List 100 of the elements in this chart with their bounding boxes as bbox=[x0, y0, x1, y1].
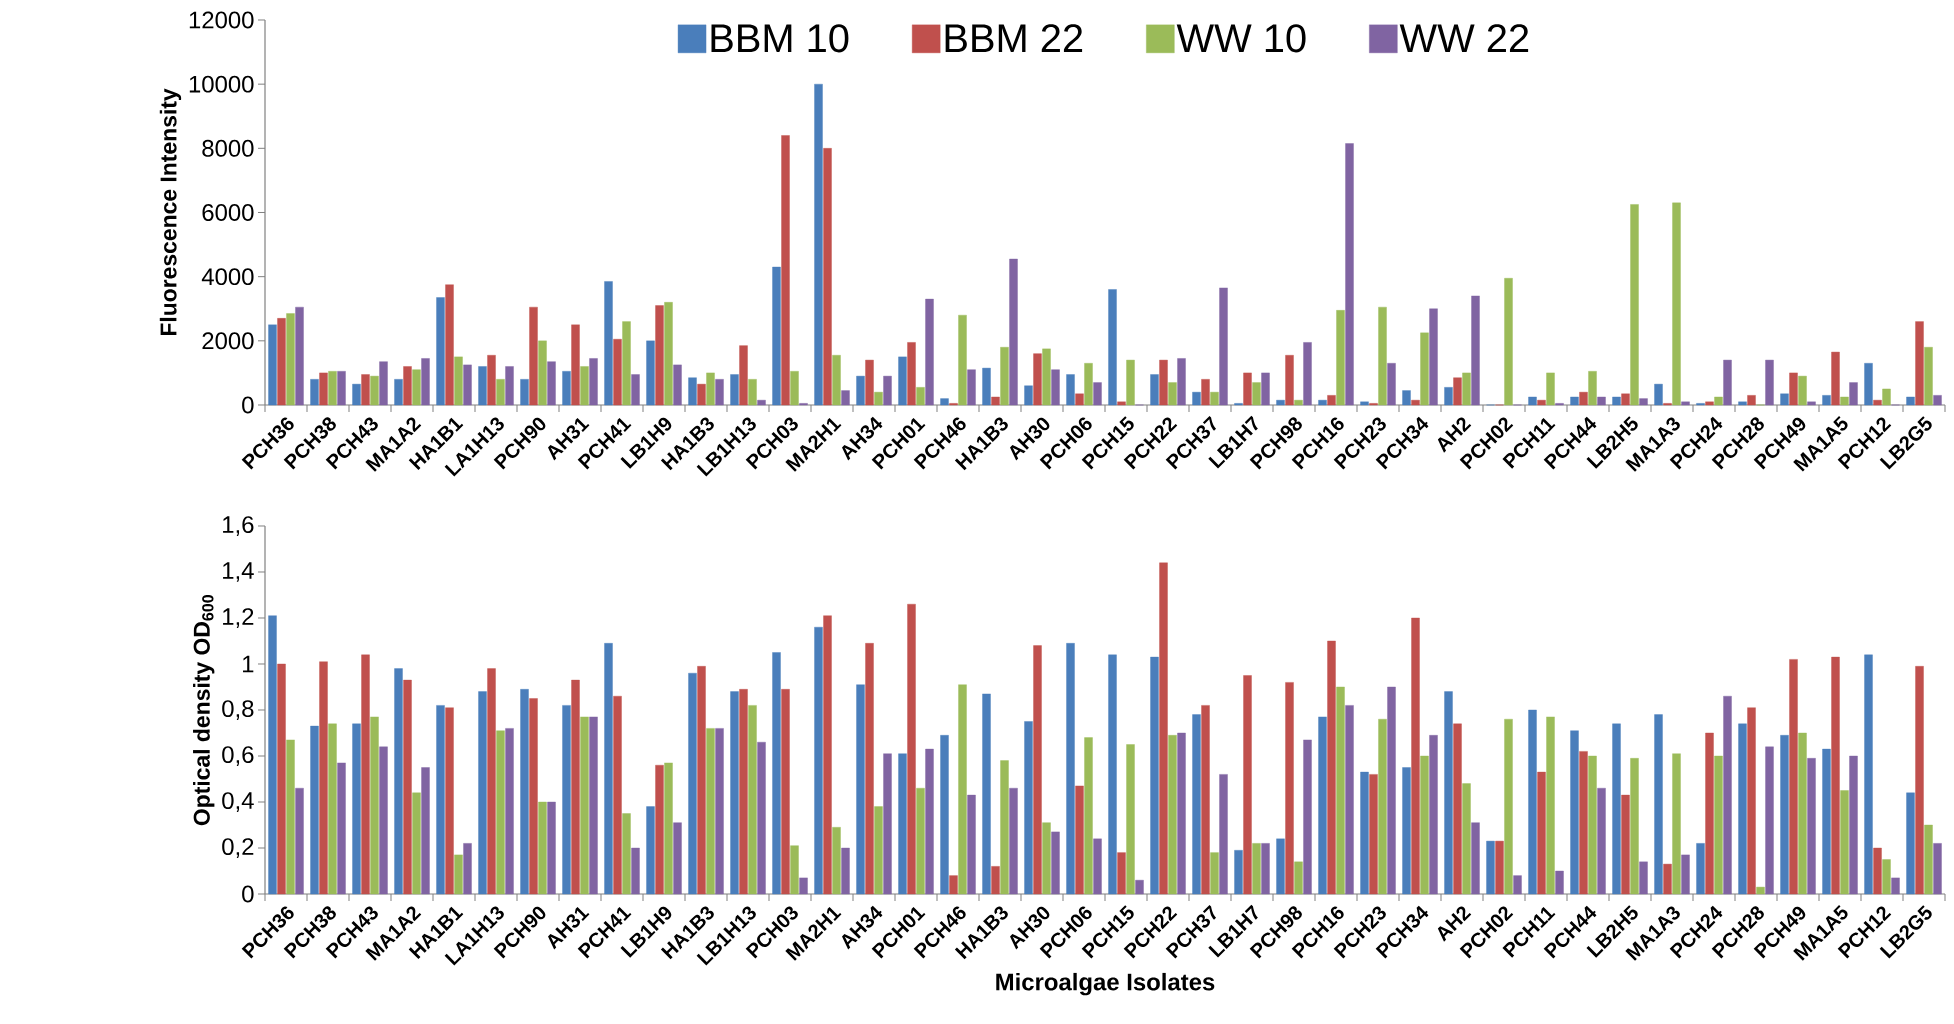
bar bbox=[646, 806, 655, 895]
bar bbox=[1294, 861, 1303, 895]
bar bbox=[739, 689, 748, 895]
bar bbox=[1546, 372, 1555, 406]
bar bbox=[1747, 707, 1756, 895]
bar bbox=[1882, 859, 1891, 895]
bar bbox=[319, 661, 328, 895]
bar bbox=[991, 396, 1000, 406]
bar bbox=[1051, 369, 1060, 406]
bar bbox=[940, 735, 949, 895]
bar bbox=[1051, 831, 1060, 895]
bar bbox=[790, 371, 799, 406]
bar bbox=[1612, 723, 1621, 895]
bar bbox=[1714, 755, 1723, 895]
bar bbox=[1009, 258, 1018, 406]
bar bbox=[1075, 785, 1084, 895]
bar bbox=[1579, 391, 1588, 406]
bar bbox=[403, 679, 412, 895]
bar bbox=[781, 135, 790, 406]
bar bbox=[730, 691, 739, 895]
bar bbox=[1285, 682, 1294, 895]
bar bbox=[1201, 705, 1210, 895]
bar bbox=[478, 691, 487, 895]
bar bbox=[1738, 723, 1747, 895]
bar bbox=[1906, 396, 1915, 406]
bar bbox=[748, 705, 757, 895]
bar bbox=[1276, 399, 1285, 406]
bar bbox=[1150, 656, 1159, 895]
bar bbox=[1528, 709, 1537, 895]
bar bbox=[1360, 771, 1369, 895]
bar bbox=[883, 375, 892, 406]
y-tick-label: 0,6 bbox=[222, 746, 254, 766]
bar bbox=[1150, 374, 1159, 406]
bar bbox=[991, 866, 1000, 895]
bar bbox=[1672, 753, 1681, 895]
bar bbox=[1714, 396, 1723, 406]
bar bbox=[445, 284, 454, 406]
bar bbox=[571, 324, 580, 406]
bar bbox=[421, 767, 430, 895]
bar bbox=[982, 693, 991, 895]
y-tick-label: 0,8 bbox=[222, 700, 254, 720]
bar bbox=[1765, 746, 1774, 895]
bar bbox=[1789, 659, 1798, 895]
bar bbox=[1108, 654, 1117, 895]
bar bbox=[286, 739, 295, 895]
bar bbox=[622, 321, 631, 406]
bar bbox=[286, 313, 295, 406]
y-tick-label: 1 bbox=[243, 655, 254, 673]
bar bbox=[1906, 792, 1915, 895]
bar bbox=[1177, 358, 1186, 406]
bar bbox=[1177, 732, 1186, 895]
bar bbox=[757, 399, 766, 406]
bar bbox=[589, 358, 598, 406]
bar bbox=[505, 728, 514, 895]
bar bbox=[1075, 393, 1084, 406]
bar bbox=[1066, 374, 1075, 406]
bar bbox=[1243, 372, 1252, 406]
bar bbox=[310, 379, 319, 406]
bar bbox=[1504, 278, 1513, 406]
bar bbox=[1537, 771, 1546, 895]
bar bbox=[421, 358, 430, 406]
bar bbox=[631, 847, 640, 895]
bar bbox=[1831, 656, 1840, 895]
bar bbox=[1327, 640, 1336, 895]
bar bbox=[664, 302, 673, 406]
bar bbox=[949, 875, 958, 895]
legend-label: BBM 22 bbox=[945, 24, 1083, 52]
bar bbox=[781, 689, 790, 895]
bar bbox=[295, 306, 304, 406]
bar bbox=[1084, 363, 1093, 406]
bar bbox=[403, 366, 412, 406]
bar bbox=[1243, 675, 1252, 895]
y-tick-label: 0 bbox=[242, 885, 254, 903]
bar bbox=[1756, 886, 1765, 895]
bar bbox=[1378, 306, 1387, 406]
bar bbox=[697, 383, 706, 406]
bar bbox=[940, 398, 949, 406]
bar bbox=[1117, 401, 1126, 406]
bar bbox=[1024, 385, 1033, 406]
bar bbox=[1042, 348, 1051, 406]
bar bbox=[865, 643, 874, 895]
bar bbox=[487, 355, 496, 406]
bar bbox=[1168, 735, 1177, 895]
bar bbox=[319, 372, 328, 406]
bar bbox=[352, 383, 361, 406]
bar bbox=[1789, 372, 1798, 406]
bar bbox=[580, 366, 589, 406]
bar bbox=[529, 306, 538, 406]
bar bbox=[958, 314, 967, 406]
bar bbox=[1066, 643, 1075, 895]
y-tick-label: 12000 bbox=[189, 11, 254, 29]
y-tick-label: 1,6 bbox=[223, 516, 254, 536]
bar bbox=[1108, 289, 1117, 406]
bar bbox=[337, 762, 346, 895]
bar bbox=[1723, 359, 1732, 406]
bar bbox=[1126, 744, 1135, 895]
bar bbox=[478, 366, 487, 406]
bar bbox=[1822, 748, 1831, 895]
bar bbox=[1411, 617, 1420, 895]
bar bbox=[1345, 705, 1354, 895]
